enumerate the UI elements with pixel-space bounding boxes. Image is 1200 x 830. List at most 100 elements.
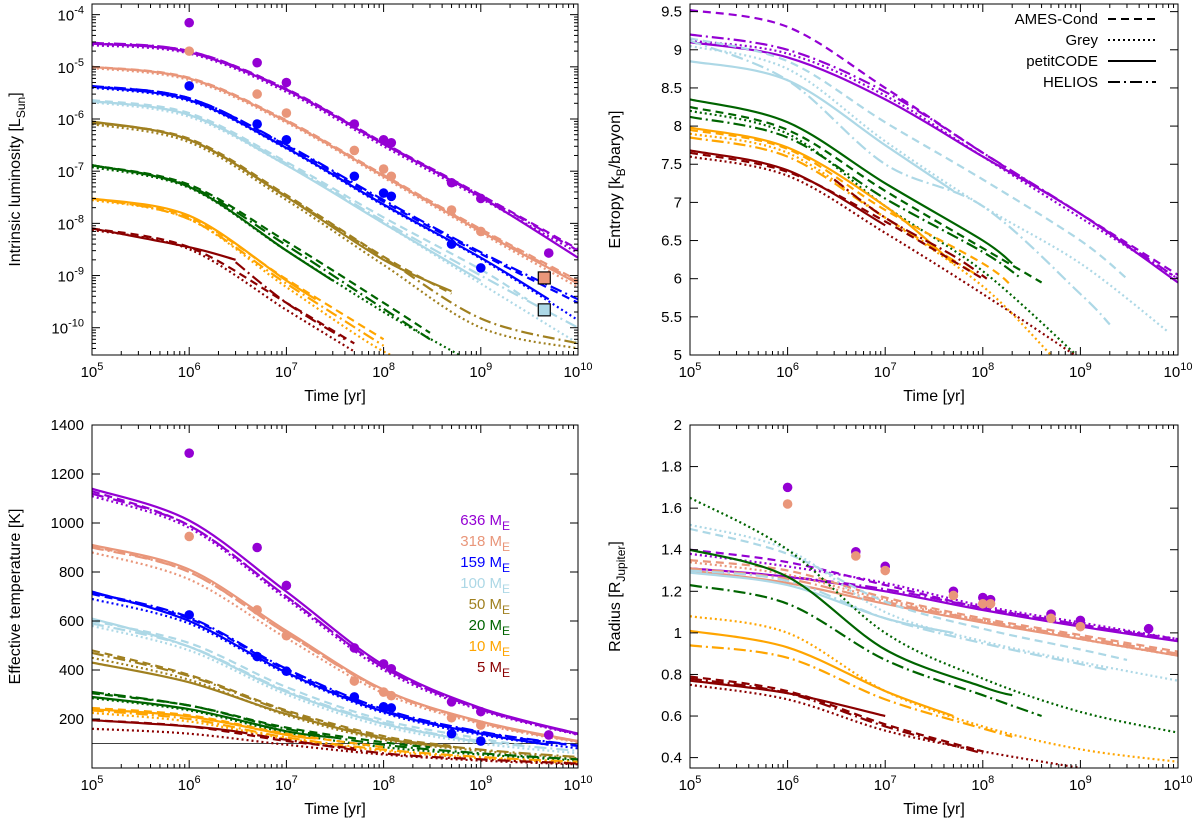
data-point — [184, 610, 194, 620]
series-line-5m-grey — [690, 683, 1081, 768]
series-line-10m-petitcode — [92, 197, 317, 301]
series-group — [92, 41, 578, 355]
y-tick-label: 9.5 — [661, 4, 682, 21]
y-tick-label: 5.5 — [661, 309, 682, 326]
data-point — [386, 703, 397, 713]
data-point — [378, 188, 389, 198]
y-tick-label: 800 — [59, 564, 84, 581]
series-line-10m-helios — [92, 197, 385, 347]
data-point — [446, 239, 457, 249]
data-point — [948, 590, 959, 601]
x-tick-label: 106 — [178, 774, 201, 794]
series-line-20m-ames-cond — [690, 105, 1043, 284]
x-tick-label: 105 — [81, 361, 104, 381]
data-point — [281, 108, 292, 118]
series-group — [690, 9, 1178, 355]
data-point — [386, 663, 397, 674]
data-point — [386, 690, 397, 701]
series-line-100m-helios — [690, 569, 1111, 672]
data-point — [349, 171, 360, 182]
x-tick-label: 1010 — [1164, 361, 1193, 381]
data-point — [349, 643, 360, 653]
plot-frame — [689, 3, 1179, 356]
x-tick-label: 107 — [275, 361, 298, 381]
x-axis-label: Time [yr] — [903, 801, 965, 818]
x-tick-label: 107 — [874, 361, 897, 381]
data-point — [184, 81, 194, 91]
series-line-5m-ames-cond — [690, 675, 984, 753]
series-line-50m-helios — [92, 651, 578, 759]
legend-label: Grey — [1065, 32, 1098, 49]
data-point — [281, 580, 292, 591]
series-line-636m-helios — [690, 33, 1178, 280]
y-tick-label: 10-8 — [58, 213, 84, 233]
x-axis-label: Time [yr] — [304, 801, 366, 818]
series-line-5m-helios — [235, 730, 578, 765]
series-line-636m-helios — [690, 569, 1178, 643]
y-tick-label: 10-9 — [58, 266, 84, 286]
y-tick-label: 200 — [59, 711, 84, 728]
data-point — [1046, 613, 1056, 624]
y-tick-label: 7.5 — [661, 156, 682, 173]
series-line-5m-grey — [92, 228, 355, 353]
x-axis-label: Time [yr] — [903, 388, 965, 405]
data-point — [252, 605, 262, 615]
panel-teff: 105 106 107 108 109 1010 200 400 600 800 1000 1200 1… — [7, 417, 592, 818]
series-line-20m-grey — [92, 697, 578, 762]
y-tick-label: 1400 — [51, 417, 84, 434]
y-tick-label: 8.5 — [661, 80, 682, 97]
y-tick-label: 8 — [674, 118, 682, 135]
series-line-50m-grey — [92, 123, 578, 350]
y-tick-label: 10-7 — [58, 161, 84, 181]
y-tick-label: 2 — [674, 417, 682, 434]
data-point — [446, 712, 457, 723]
legend-label: petitCODE — [1026, 53, 1098, 70]
y-tick-label: 0.4 — [661, 750, 682, 767]
series-line-20m-petitcode — [92, 164, 334, 282]
data-point — [446, 728, 457, 739]
data-point — [386, 191, 397, 202]
data-point — [476, 706, 486, 717]
plot-frame — [689, 424, 1179, 769]
data-point — [252, 119, 262, 129]
data-point — [349, 119, 360, 129]
series-line-10m-grey — [690, 615, 1178, 763]
data-point — [349, 145, 360, 156]
series-line-318m-helios — [690, 567, 1178, 655]
series-line-5m-grey — [690, 155, 1077, 355]
series-line-159m-helios — [92, 84, 578, 301]
series-line-20m-helios — [690, 584, 1042, 718]
data-point — [476, 736, 486, 746]
series-line-100m-grey — [690, 523, 1178, 682]
data-point — [184, 46, 194, 56]
mass-legend-entry: 159 ME — [460, 554, 510, 575]
series-line-50m-helios — [92, 120, 578, 345]
y-tick-label: 10-6 — [58, 109, 84, 129]
series-line-20m-helios — [92, 164, 431, 341]
series-line-10m-helios — [690, 136, 984, 280]
series-line-100m-petitcode — [92, 100, 482, 282]
series-line-100m-petitcode — [690, 60, 955, 192]
x-tick-label: 109 — [469, 361, 492, 381]
x-axis-label: Time [yr] — [304, 388, 366, 405]
x-tick-label: 108 — [971, 774, 994, 794]
mass-legend-entry: 636 ME — [460, 512, 510, 533]
series-line-10m-helios — [690, 644, 1013, 738]
y-tick-label: 6 — [674, 271, 682, 288]
data-point — [349, 676, 360, 686]
series-line-636m-grey — [690, 39, 1178, 280]
data-point — [386, 171, 397, 182]
x-tick-label: 109 — [1069, 774, 1092, 794]
series-line-636m-petitcode — [690, 567, 1178, 643]
series-line-100m-petitcode — [690, 571, 954, 634]
data-point — [985, 598, 996, 609]
data-point — [378, 701, 389, 712]
series-line-20m-grey — [690, 109, 1078, 355]
data-point — [386, 137, 397, 148]
data-point — [476, 193, 486, 204]
series-line-10m-petitcode — [690, 629, 954, 718]
plot-frame — [91, 424, 579, 769]
y-tick-label: 5 — [674, 347, 682, 364]
panel-luminosity: 105 106 107 108 109 1010 10-10 10-9 10-8 10-7 10-6… — [7, 3, 592, 405]
y-tick-label: 6.5 — [661, 233, 682, 250]
